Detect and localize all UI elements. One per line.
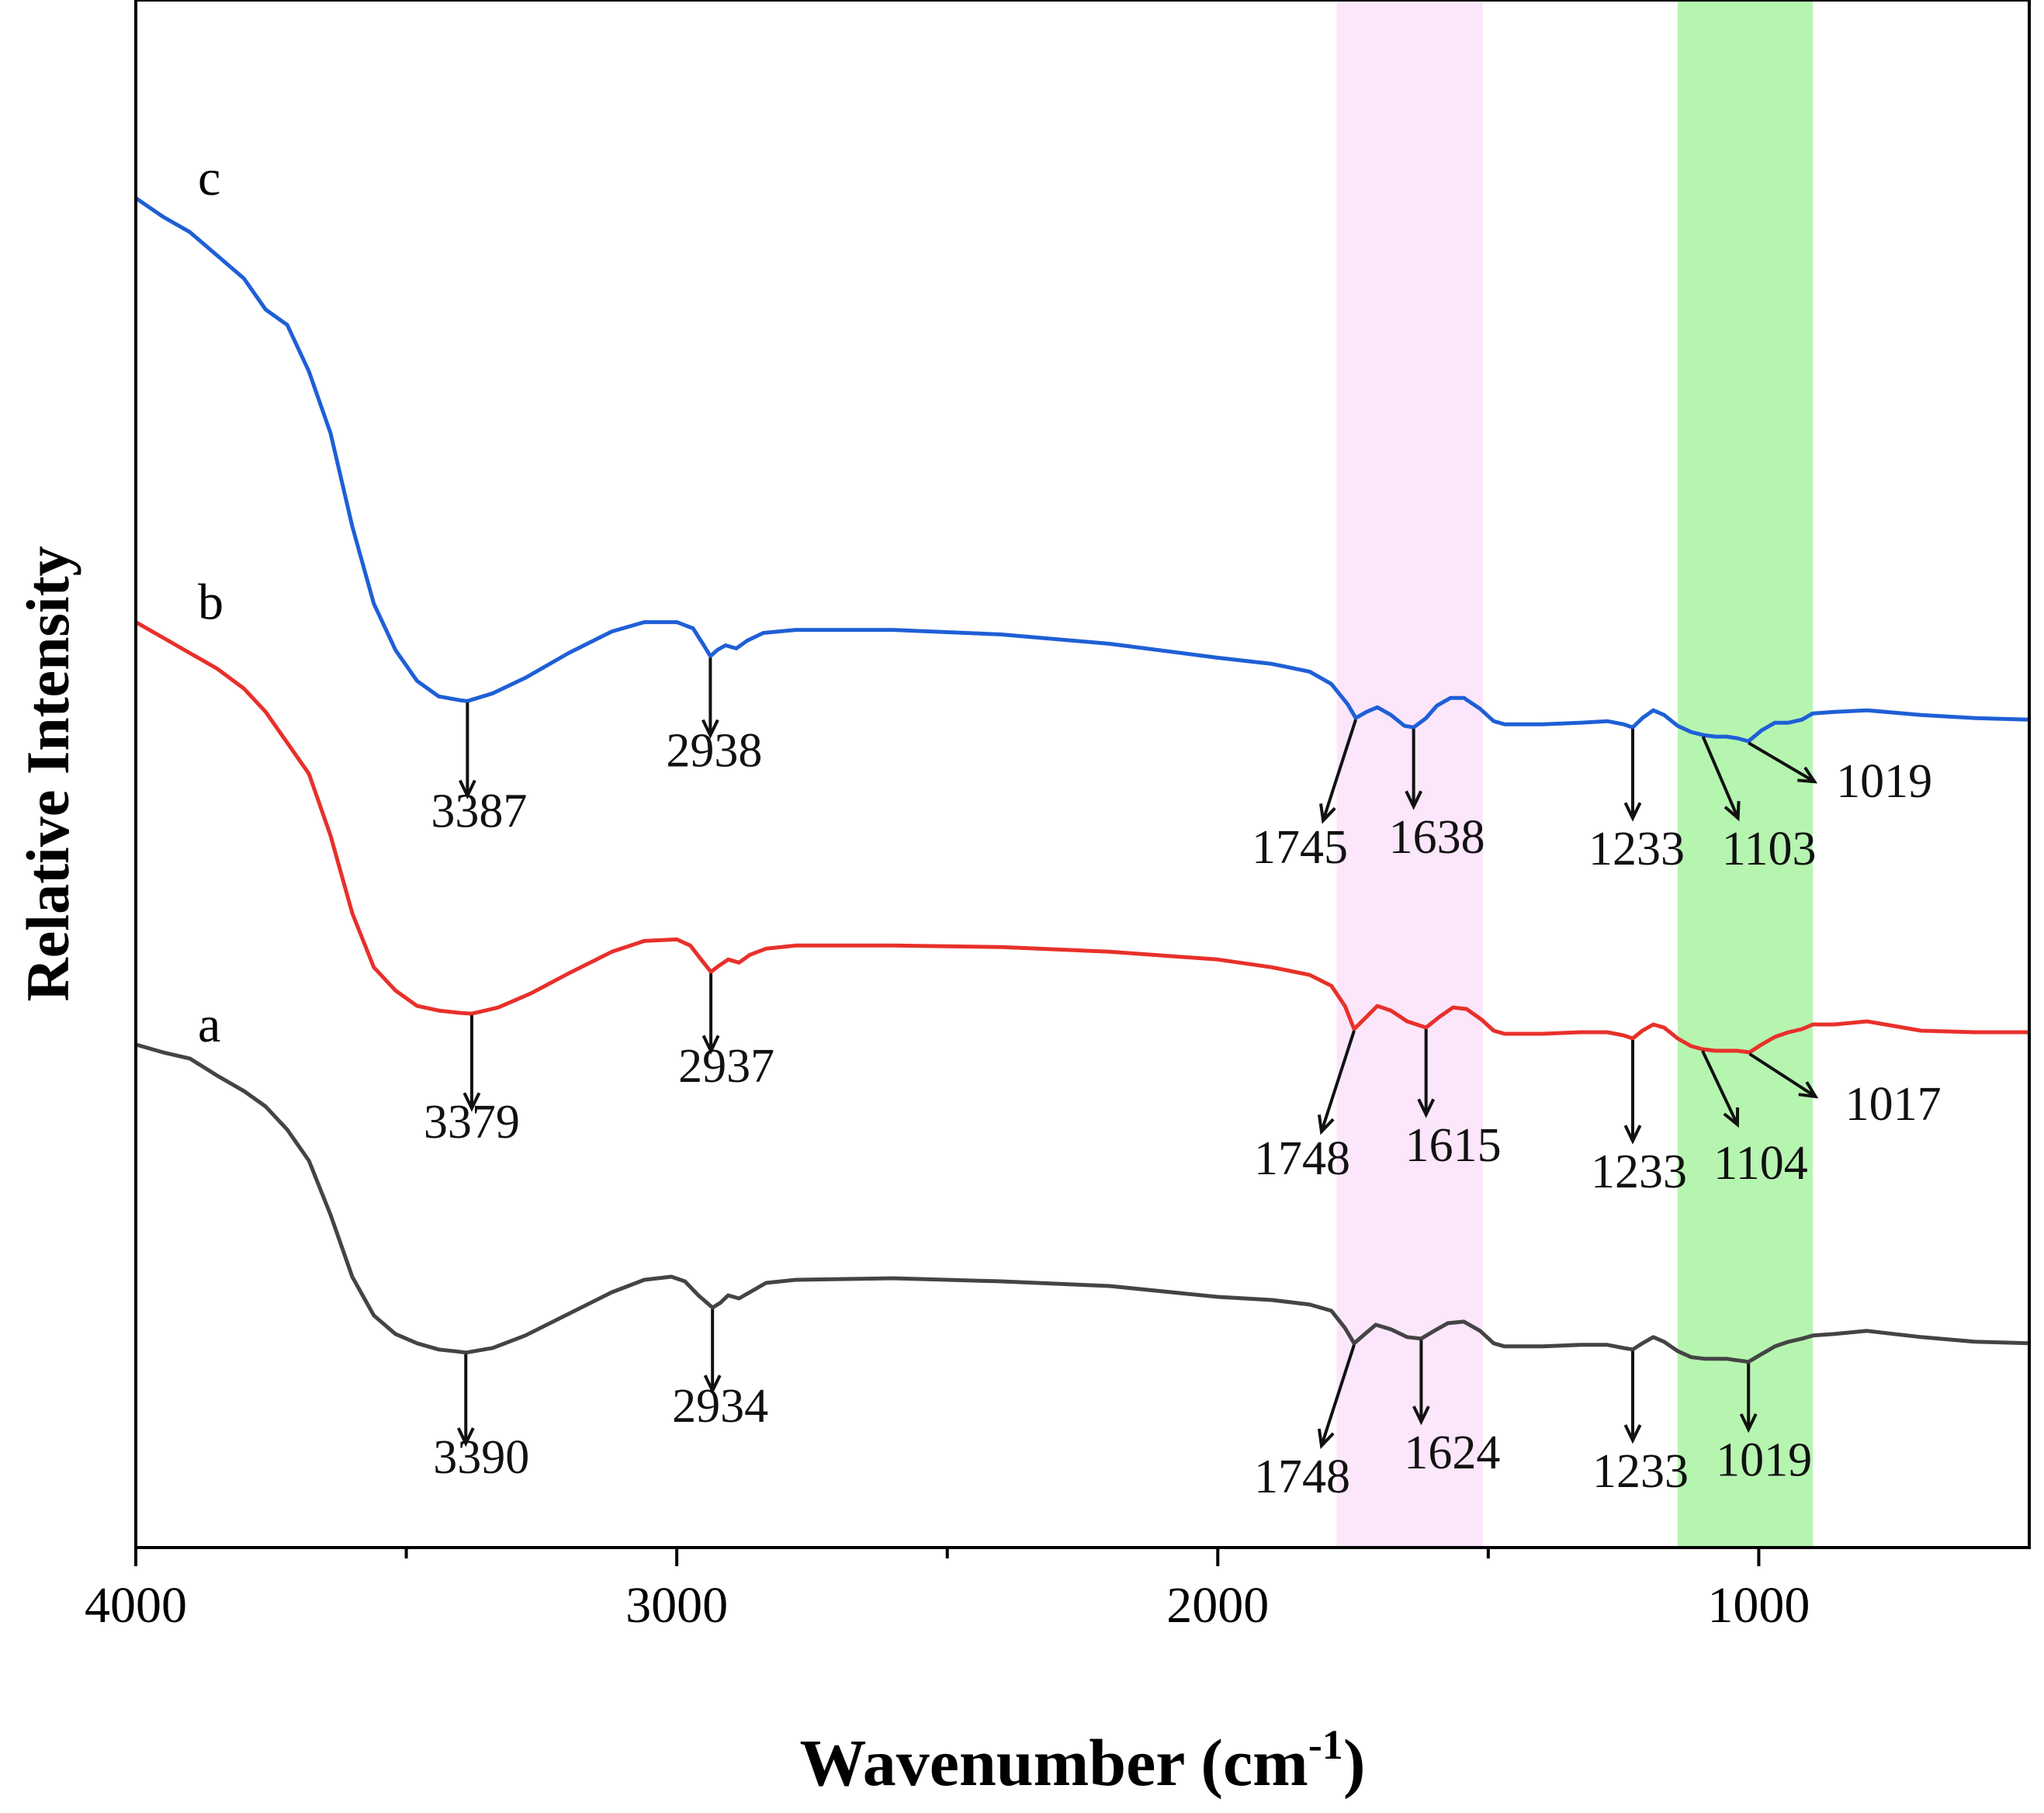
x-axis-title-main: Wavenumber (cm xyxy=(800,1725,1308,1800)
x-axis-ticks: 4000 3000 2000 1000 xyxy=(85,1548,1810,1634)
peak-arrow-head xyxy=(1798,1081,1819,1099)
peak-marker-a-2934: 2934 xyxy=(672,1309,768,1433)
peak-annotations: 3387 2938 1745 1638 1233 1103 1019 3379 2937 1748… xyxy=(424,657,1942,1503)
peak-label: 1624 xyxy=(1404,1426,1500,1479)
peak-marker-a-1748: 1748 xyxy=(1254,1344,1356,1503)
peak-arrow-head xyxy=(458,779,476,799)
x-tick-label: 3000 xyxy=(625,1577,728,1634)
peak-label: 2938 xyxy=(666,724,762,777)
peak-arrow-head xyxy=(703,1374,722,1395)
highlight-band-1 xyxy=(1336,0,1483,1548)
peak-marker-a-3390: 3390 xyxy=(433,1354,529,1484)
x-axis-title-close: ) xyxy=(1343,1725,1366,1800)
peak-label: 1019 xyxy=(1836,755,1932,808)
peak-label: 1104 xyxy=(1713,1137,1808,1190)
peak-arrow-head xyxy=(1623,802,1642,822)
peak-marker-b-1748: 1748 xyxy=(1254,1030,1356,1185)
peak-label: 1745 xyxy=(1252,821,1348,874)
peak-label: 1233 xyxy=(1592,1445,1689,1498)
peak-arrow-head xyxy=(1723,1107,1740,1128)
x-axis-title: Wavenumber (cm-1) xyxy=(800,1721,1366,1800)
peak-marker-c-1233: 1233 xyxy=(1588,729,1685,875)
peak-arrow-head xyxy=(1317,1114,1335,1135)
peak-label: 3387 xyxy=(431,785,527,837)
peak-arrow-head xyxy=(701,719,719,740)
peak-arrow-shaft xyxy=(1701,1050,1739,1125)
peak-arrow-shaft xyxy=(1748,1052,1817,1098)
series-layer: c b a xyxy=(134,150,2030,1364)
peak-marker-b-1615: 1615 xyxy=(1405,1029,1502,1172)
peak-label: 1748 xyxy=(1254,1132,1350,1185)
peak-label: 1019 xyxy=(1716,1434,1812,1487)
peak-marker-b-3379: 3379 xyxy=(424,1015,520,1149)
highlight-bands xyxy=(1336,0,1814,1548)
peak-arrow-head xyxy=(1623,1125,1642,1145)
peak-arrow-head xyxy=(702,1035,720,1055)
peak-label: 1748 xyxy=(1254,1451,1350,1503)
peak-label: 1017 xyxy=(1845,1078,1942,1131)
x-tick-label: 2000 xyxy=(1166,1577,1269,1634)
peak-marker-b-1104: 1104 xyxy=(1701,1050,1808,1190)
peak-label: 3390 xyxy=(433,1431,529,1484)
peak-label: 2934 xyxy=(672,1380,768,1433)
curve-label-b: b xyxy=(198,574,223,631)
peak-arrow-head xyxy=(1317,1428,1335,1450)
curve-label-a: a xyxy=(198,997,220,1053)
peak-arrow-head xyxy=(456,1427,475,1447)
peak-marker-c-2938: 2938 xyxy=(666,657,762,777)
peak-marker-c-1638: 1638 xyxy=(1389,729,1485,864)
peak-label: 1103 xyxy=(1722,823,1817,875)
peak-label: 1233 xyxy=(1591,1146,1687,1198)
peak-label: 1638 xyxy=(1389,811,1485,864)
peak-label: 2937 xyxy=(678,1040,774,1093)
peak-arrow-head xyxy=(1417,1098,1436,1118)
peak-label: 1233 xyxy=(1588,823,1685,875)
peak-arrow-head xyxy=(1319,803,1336,824)
peak-marker-b-1017: 1017 xyxy=(1748,1052,1942,1131)
peak-arrow-head xyxy=(1797,766,1818,784)
peak-marker-b-1233: 1233 xyxy=(1591,1039,1687,1198)
peak-arrow-head xyxy=(1724,801,1741,822)
plot-frame xyxy=(134,0,2031,1549)
peak-arrow-shaft xyxy=(1748,741,1816,783)
x-tick-label: 1000 xyxy=(1707,1577,1810,1634)
peak-arrow-head xyxy=(1623,1424,1642,1444)
peak-arrow-shaft xyxy=(1322,719,1357,821)
peak-arrow-head xyxy=(462,1092,481,1112)
curve-label-c: c xyxy=(198,150,220,206)
y-axis-title: Relative Intensity xyxy=(14,546,81,1001)
peak-label: 1615 xyxy=(1405,1119,1502,1172)
x-tick-label: 4000 xyxy=(85,1577,187,1634)
peak-arrow-shaft xyxy=(1701,736,1740,819)
peak-marker-c-1103: 1103 xyxy=(1701,736,1817,875)
peak-arrow-shaft xyxy=(1320,1030,1356,1132)
peak-arrow-head xyxy=(1412,1406,1430,1426)
peak-arrow-head xyxy=(1739,1413,1758,1433)
peak-arrow-shaft xyxy=(1320,1344,1356,1447)
peak-arrow-head xyxy=(1405,790,1423,810)
series-line-b xyxy=(134,620,2029,1055)
highlight-band-2 xyxy=(1677,0,1814,1548)
peak-marker-a-1233: 1233 xyxy=(1592,1350,1689,1498)
series-line-c xyxy=(134,196,2030,744)
peak-marker-b-2937: 2937 xyxy=(678,973,774,1093)
series-line-a xyxy=(135,1042,2030,1364)
peak-marker-a-1019: 1019 xyxy=(1716,1363,1812,1487)
peak-marker-c-1745: 1745 xyxy=(1252,719,1357,874)
peak-label: 3379 xyxy=(424,1096,520,1149)
x-axis-title-superscript: -1 xyxy=(1308,1721,1343,1768)
peak-marker-c-3387: 3387 xyxy=(431,702,527,837)
peak-marker-c-1019: 1019 xyxy=(1748,741,1932,808)
peak-marker-a-1624: 1624 xyxy=(1404,1340,1500,1479)
